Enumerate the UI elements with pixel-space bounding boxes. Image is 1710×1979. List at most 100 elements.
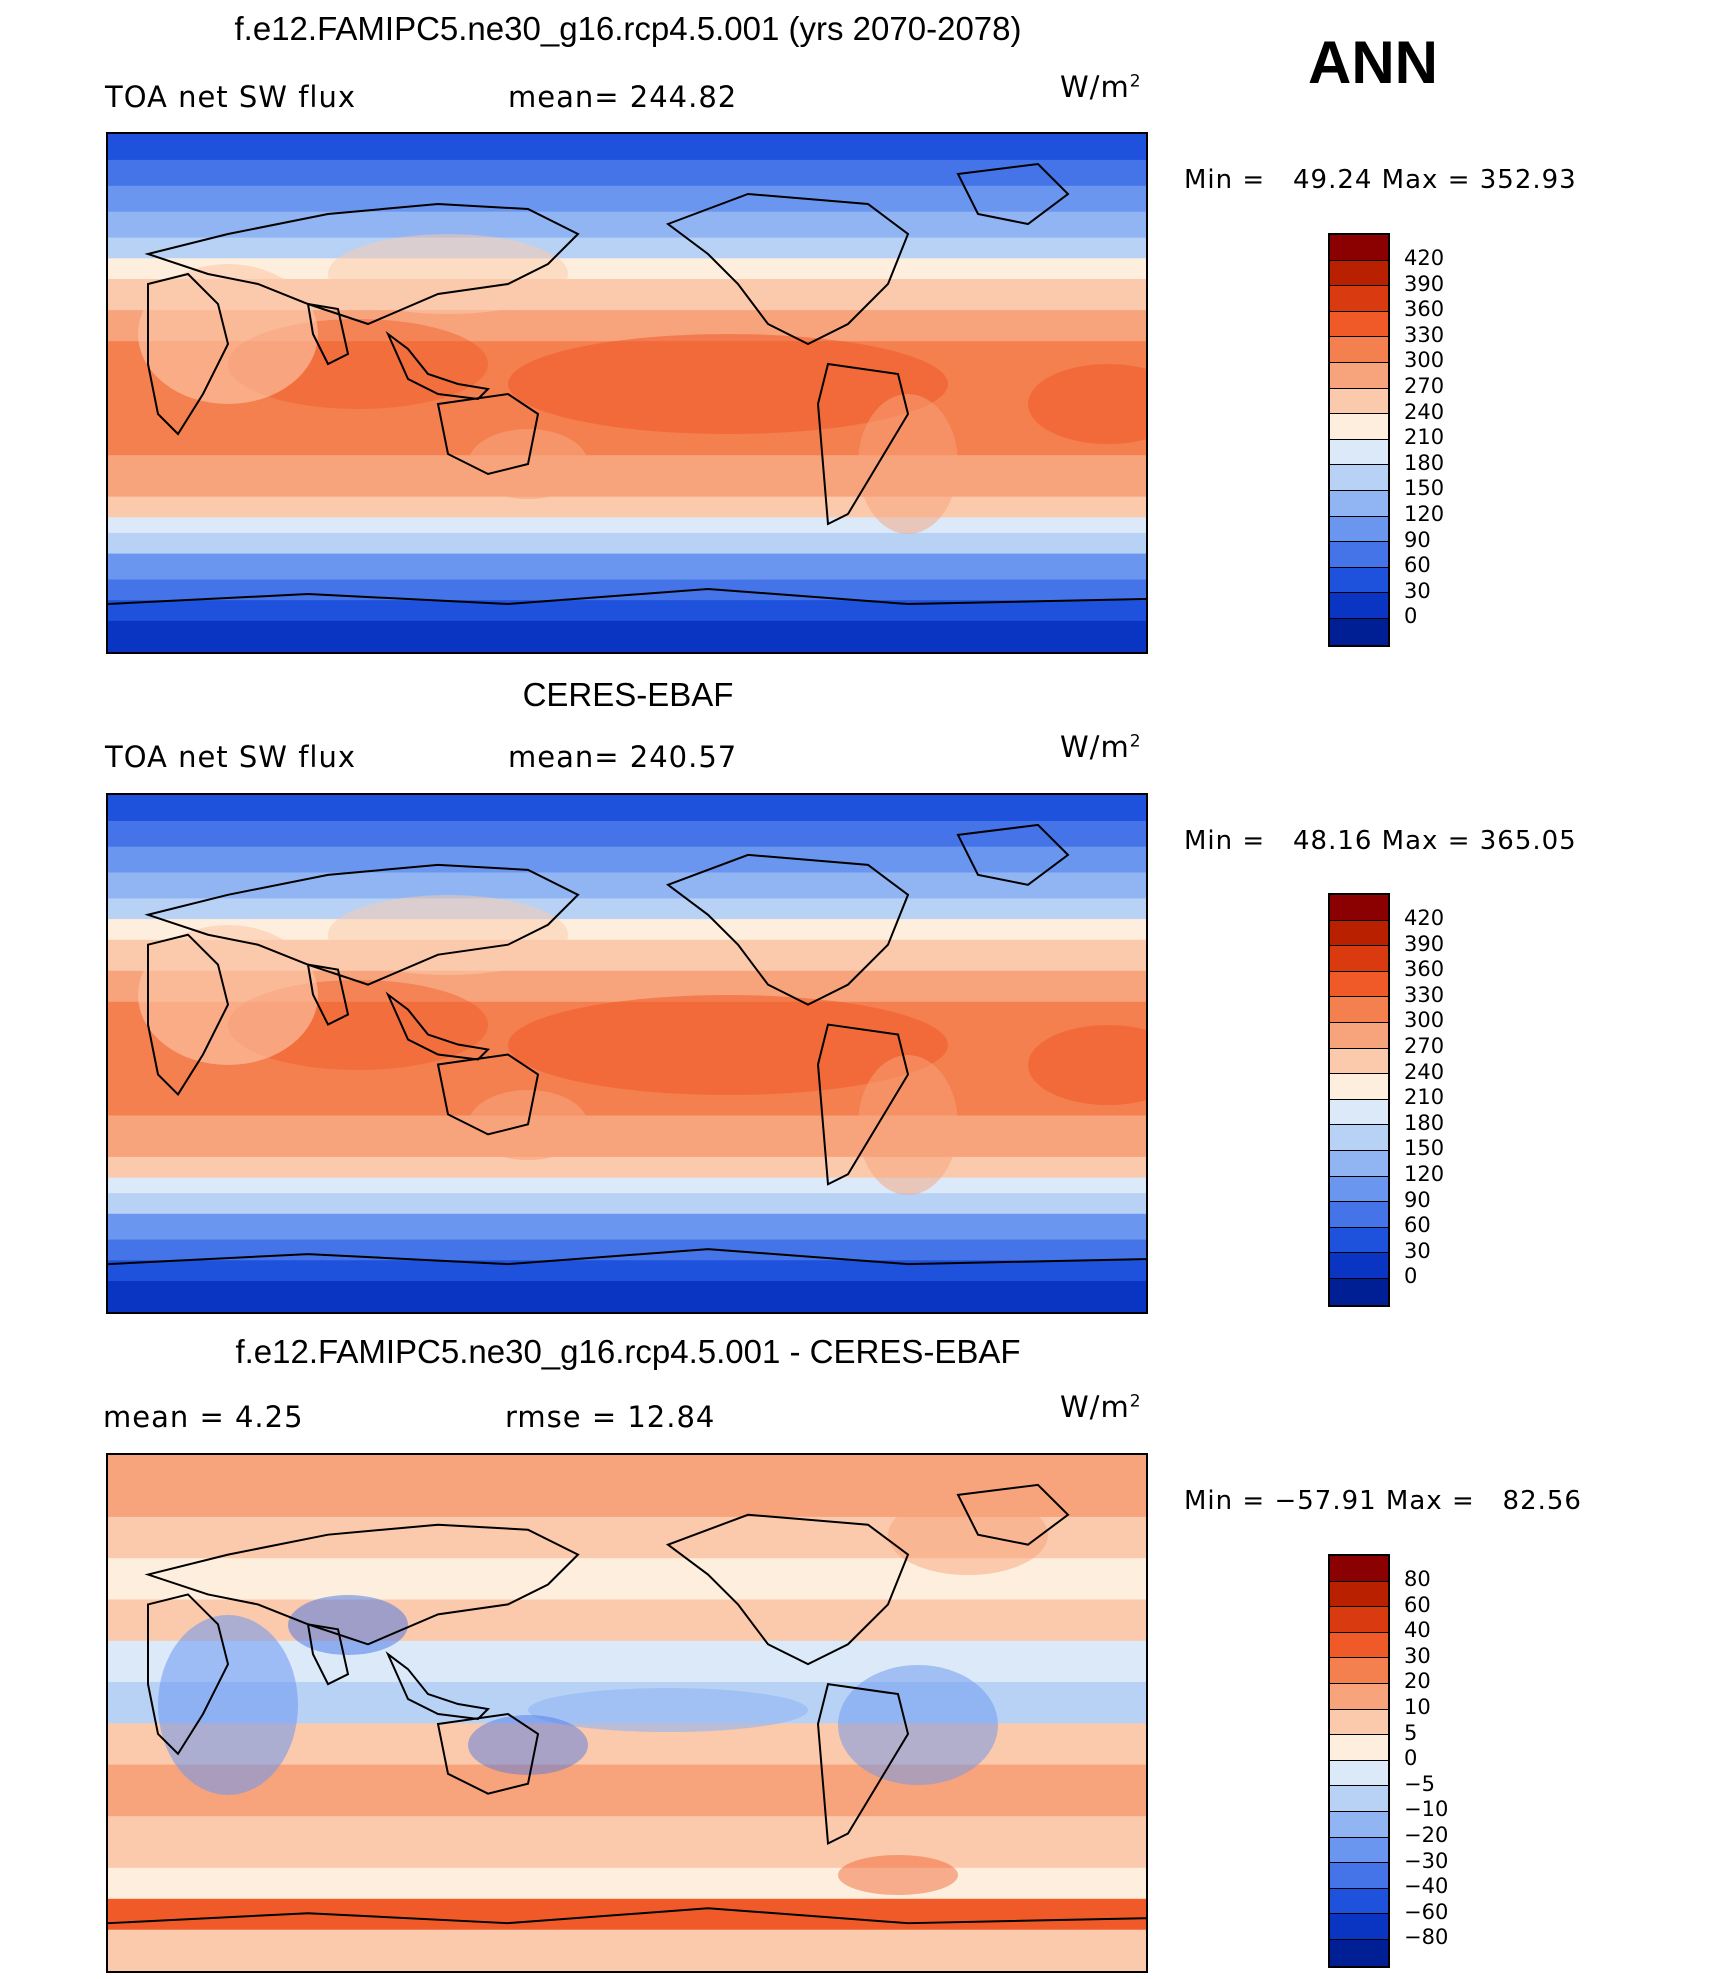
panel-3-colorbar-labels: 80 60 40 30 20 10 5 0 −5 −10 −20 −30 −40 −60 −80	[1404, 1567, 1448, 1951]
colorbar-tick-label: 20	[1404, 1669, 1431, 1694]
field-anomaly-patch	[288, 1595, 408, 1655]
colorbar-tick-label: −20	[1404, 1822, 1449, 1847]
colorbar-swatch	[1330, 362, 1388, 389]
panel-2-map-svg	[108, 795, 1146, 1312]
field-band	[108, 1599, 1146, 1642]
colorbar-tick-label: 270	[1404, 1033, 1445, 1058]
colorbar-swatch	[1330, 1278, 1388, 1305]
field-band	[108, 496, 1146, 518]
panel-1-colorbar	[1328, 233, 1390, 647]
panel-3-unit-label: W/m2	[1060, 1390, 1142, 1424]
colorbar-tick-label: 10	[1404, 1694, 1431, 1719]
field-band	[108, 1177, 1146, 1194]
colorbar-tick-label: 120	[1404, 1161, 1445, 1186]
panel-3-coastlines	[108, 1483, 1146, 1925]
colorbar-swatch	[1330, 414, 1388, 440]
colorbar-swatch	[1330, 1150, 1388, 1177]
panel-2-variable-label: TOA net SW flux	[105, 740, 357, 774]
panel-3-minmax: Min = −57.91 Max = 82.56	[1184, 1486, 1582, 1516]
field-band	[108, 620, 1146, 652]
colorbar-tick-label: 300	[1404, 1008, 1445, 1033]
colorbar-tick-label: 0	[1404, 604, 1418, 629]
coastline	[436, 1712, 540, 1795]
panel-2-map	[106, 793, 1148, 1314]
colorbar-swatch	[1330, 1022, 1388, 1049]
colorbar-swatch	[1330, 946, 1388, 972]
colorbar-swatch	[1330, 1888, 1388, 1915]
panel-3-field-bands	[108, 1455, 1146, 1971]
colorbar-swatch	[1330, 1202, 1388, 1228]
coastline	[816, 1682, 910, 1846]
colorbar-tick-label: 330	[1404, 322, 1445, 347]
coastline	[306, 302, 350, 366]
field-band	[108, 846, 1146, 873]
field-band	[108, 185, 1146, 213]
coastline	[108, 587, 1146, 606]
colorbar-swatch	[1330, 1658, 1388, 1684]
colorbar-tick-label: 390	[1404, 271, 1445, 296]
field-anomaly-patch	[1028, 1025, 1146, 1105]
panel-2-colorbar	[1328, 893, 1390, 1307]
colorbar-swatch	[1330, 997, 1388, 1023]
colorbar-swatch	[1330, 1914, 1388, 1940]
colorbar-swatch	[1330, 1863, 1388, 1889]
coastline	[385, 1651, 491, 1721]
colorbar-swatch	[1330, 465, 1388, 491]
colorbar-swatch	[1330, 920, 1388, 947]
coastline	[147, 933, 230, 1097]
coastline	[144, 863, 580, 986]
field-band	[108, 872, 1146, 899]
colorbar-tick-label: 360	[1404, 297, 1445, 322]
colorbar-tick-label: 60	[1404, 1213, 1431, 1238]
field-band	[108, 1156, 1146, 1179]
colorbar-swatch	[1330, 1176, 1388, 1203]
colorbar-swatch	[1330, 1607, 1388, 1633]
colorbar-tick-label: 90	[1404, 1187, 1431, 1212]
coastline	[144, 202, 580, 326]
panel-2-colorbar-labels: 420 390 360 330 300 270 240 210 180 150 120 90 60 30 0	[1404, 906, 1444, 1290]
colorbar-swatch	[1330, 1760, 1388, 1787]
field-band	[108, 211, 1146, 239]
coastline	[436, 392, 540, 476]
panel-3-map-svg	[108, 1455, 1146, 1971]
colorbar-tick-label: 270	[1404, 373, 1445, 398]
field-anomaly-patch	[838, 1855, 958, 1895]
field-band	[108, 1239, 1146, 1261]
colorbar-swatch	[1330, 593, 1388, 619]
panel-2-minmax: Min = 48.16 Max = 365.05	[1184, 826, 1577, 856]
colorbar-tick-label: 5	[1404, 1720, 1418, 1745]
colorbar-tick-label: 360	[1404, 957, 1445, 982]
colorbar-swatch	[1330, 1632, 1388, 1659]
field-band	[108, 898, 1146, 920]
field-anomaly-patch	[328, 895, 568, 975]
colorbar-swatch	[1330, 971, 1388, 998]
coastline	[147, 1593, 230, 1756]
panel-1-field-bands	[108, 134, 1146, 652]
coastline	[108, 1907, 1146, 1925]
colorbar-tick-label: 90	[1404, 527, 1431, 552]
field-band	[108, 1213, 1146, 1241]
coastline	[816, 362, 910, 526]
field-anomaly-patch	[508, 995, 948, 1095]
colorbar-tick-label: 30	[1404, 578, 1431, 603]
field-anomaly-patch	[1028, 364, 1146, 444]
colorbar-tick-label: 0	[1404, 1264, 1418, 1289]
panel-1-map-svg	[108, 134, 1146, 652]
field-band	[108, 553, 1146, 580]
season-label: ANN	[1308, 29, 1438, 96]
coastline	[385, 991, 491, 1061]
field-band	[108, 1193, 1146, 1215]
coastline	[956, 1483, 1070, 1546]
colorbar-tick-label: −5	[1404, 1771, 1435, 1796]
panel-2-mean-label: mean= 240.57	[508, 740, 738, 774]
field-anomaly-patch	[528, 1688, 808, 1732]
field-band	[108, 1281, 1146, 1312]
coastline	[385, 330, 491, 401]
coastline	[147, 272, 230, 436]
colorbar-tick-label: 60	[1404, 553, 1431, 578]
panel-1-coastlines	[108, 162, 1146, 606]
coastline	[108, 1248, 1146, 1266]
panel-2-unit-label: W/m2	[1060, 730, 1142, 764]
panel-1-mean-label: mean= 244.82	[508, 80, 738, 114]
colorbar-swatch	[1330, 542, 1388, 568]
